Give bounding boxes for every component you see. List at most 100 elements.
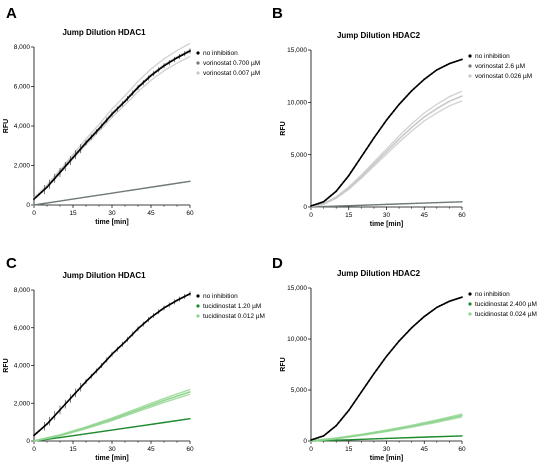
x-tick-label: 45 bbox=[421, 446, 429, 453]
series-2 bbox=[33, 418, 191, 442]
chart-panel-d: Jump Dilution HDAC2 0 15 30 45 60 0 5,000 10,000… bbox=[280, 269, 537, 462]
data-point bbox=[390, 429, 393, 431]
legend-marker bbox=[468, 64, 472, 68]
data-point bbox=[77, 389, 80, 391]
x-tick-label: 30 bbox=[383, 212, 391, 219]
data-point bbox=[322, 200, 325, 203]
data-point bbox=[357, 394, 360, 397]
x-tick-label: 0 bbox=[32, 446, 36, 453]
data-point bbox=[95, 431, 98, 434]
x-tick-label: 30 bbox=[383, 446, 391, 453]
data-point bbox=[80, 197, 82, 199]
data-point bbox=[147, 186, 150, 189]
legend-marker bbox=[196, 51, 200, 55]
data-point bbox=[325, 198, 327, 201]
data-point bbox=[388, 116, 390, 118]
series-line bbox=[33, 293, 191, 436]
x-tick-label: 15 bbox=[345, 212, 353, 219]
data-point bbox=[176, 299, 178, 302]
data-point bbox=[106, 420, 108, 422]
data-point bbox=[461, 201, 463, 203]
data-point bbox=[355, 434, 357, 437]
data-point bbox=[400, 437, 403, 439]
data-point bbox=[103, 122, 106, 124]
data-point bbox=[85, 196, 87, 198]
data-point bbox=[38, 439, 40, 441]
legend-marker bbox=[468, 292, 472, 296]
data-point bbox=[446, 102, 448, 104]
x-tick-label: 30 bbox=[108, 446, 116, 453]
series-replicate-line bbox=[310, 90, 463, 207]
data-point bbox=[345, 436, 347, 438]
data-point bbox=[40, 191, 43, 193]
data-point bbox=[46, 423, 48, 425]
data-point bbox=[38, 193, 41, 196]
data-point bbox=[335, 437, 337, 440]
series-replicate-line bbox=[33, 388, 191, 442]
data-point bbox=[390, 112, 393, 115]
data-point bbox=[438, 67, 441, 70]
data-point bbox=[360, 438, 363, 441]
data-point bbox=[405, 332, 408, 334]
data-point bbox=[189, 418, 191, 420]
data-point bbox=[416, 436, 418, 439]
data-point bbox=[393, 346, 395, 349]
data-point bbox=[400, 337, 403, 340]
data-point bbox=[320, 201, 322, 204]
y-tick-label: 10,000 bbox=[287, 336, 307, 343]
data-point bbox=[430, 310, 433, 312]
series-replicate-line bbox=[33, 55, 191, 200]
data-point bbox=[357, 159, 360, 162]
data-point bbox=[370, 165, 373, 168]
y-axis-label: RFU bbox=[3, 119, 10, 133]
y-tick-label: 8,000 bbox=[14, 287, 31, 294]
data-point bbox=[61, 406, 64, 408]
data-point bbox=[142, 424, 144, 427]
data-point bbox=[139, 84, 142, 87]
y-tick-label: 0 bbox=[303, 204, 307, 211]
data-point bbox=[421, 202, 423, 204]
panel-letter-d: D bbox=[272, 255, 283, 272]
data-point bbox=[108, 116, 111, 119]
legend-label: no inhibition bbox=[203, 50, 238, 57]
data-point bbox=[453, 61, 456, 63]
legend-marker bbox=[196, 61, 200, 65]
x-tick-label: 60 bbox=[186, 446, 194, 453]
data-point bbox=[72, 156, 74, 159]
data-point bbox=[428, 74, 431, 77]
data-point bbox=[370, 204, 373, 206]
data-point bbox=[155, 312, 158, 315]
data-point bbox=[330, 194, 333, 197]
data-point bbox=[152, 423, 155, 425]
data-point bbox=[360, 434, 363, 436]
data-point bbox=[355, 438, 357, 441]
x-tick-label: 15 bbox=[345, 446, 353, 453]
legend-marker bbox=[196, 71, 200, 75]
data-point bbox=[451, 417, 453, 419]
data-point bbox=[90, 432, 92, 434]
data-point bbox=[415, 322, 418, 325]
data-point bbox=[184, 181, 186, 183]
data-point bbox=[375, 369, 378, 372]
chart-title: Jump Dilution HDAC2 bbox=[337, 269, 421, 278]
data-point bbox=[405, 437, 408, 439]
y-tick-label: 4,000 bbox=[14, 123, 31, 130]
data-point bbox=[350, 438, 352, 441]
data-point bbox=[121, 427, 124, 430]
data-point bbox=[405, 95, 408, 98]
data-point bbox=[33, 434, 35, 437]
series-3 bbox=[310, 90, 463, 208]
data-point bbox=[367, 380, 370, 382]
data-point bbox=[150, 74, 152, 77]
legend-marker bbox=[196, 304, 200, 308]
data-point bbox=[408, 92, 411, 95]
data-point bbox=[400, 427, 403, 429]
series-replicate-line bbox=[310, 100, 463, 208]
chart-panel-a: Jump Dilution HDAC1 0 15 30 45 60 0 2,000 4,000 6… bbox=[3, 28, 260, 226]
data-point bbox=[38, 429, 41, 432]
x-tick-label: 15 bbox=[69, 446, 77, 453]
data-point bbox=[410, 436, 413, 439]
data-point bbox=[385, 203, 388, 206]
x-axis-label: time [min] bbox=[370, 455, 403, 462]
chart-title: Jump Dilution HDAC1 bbox=[62, 28, 146, 37]
